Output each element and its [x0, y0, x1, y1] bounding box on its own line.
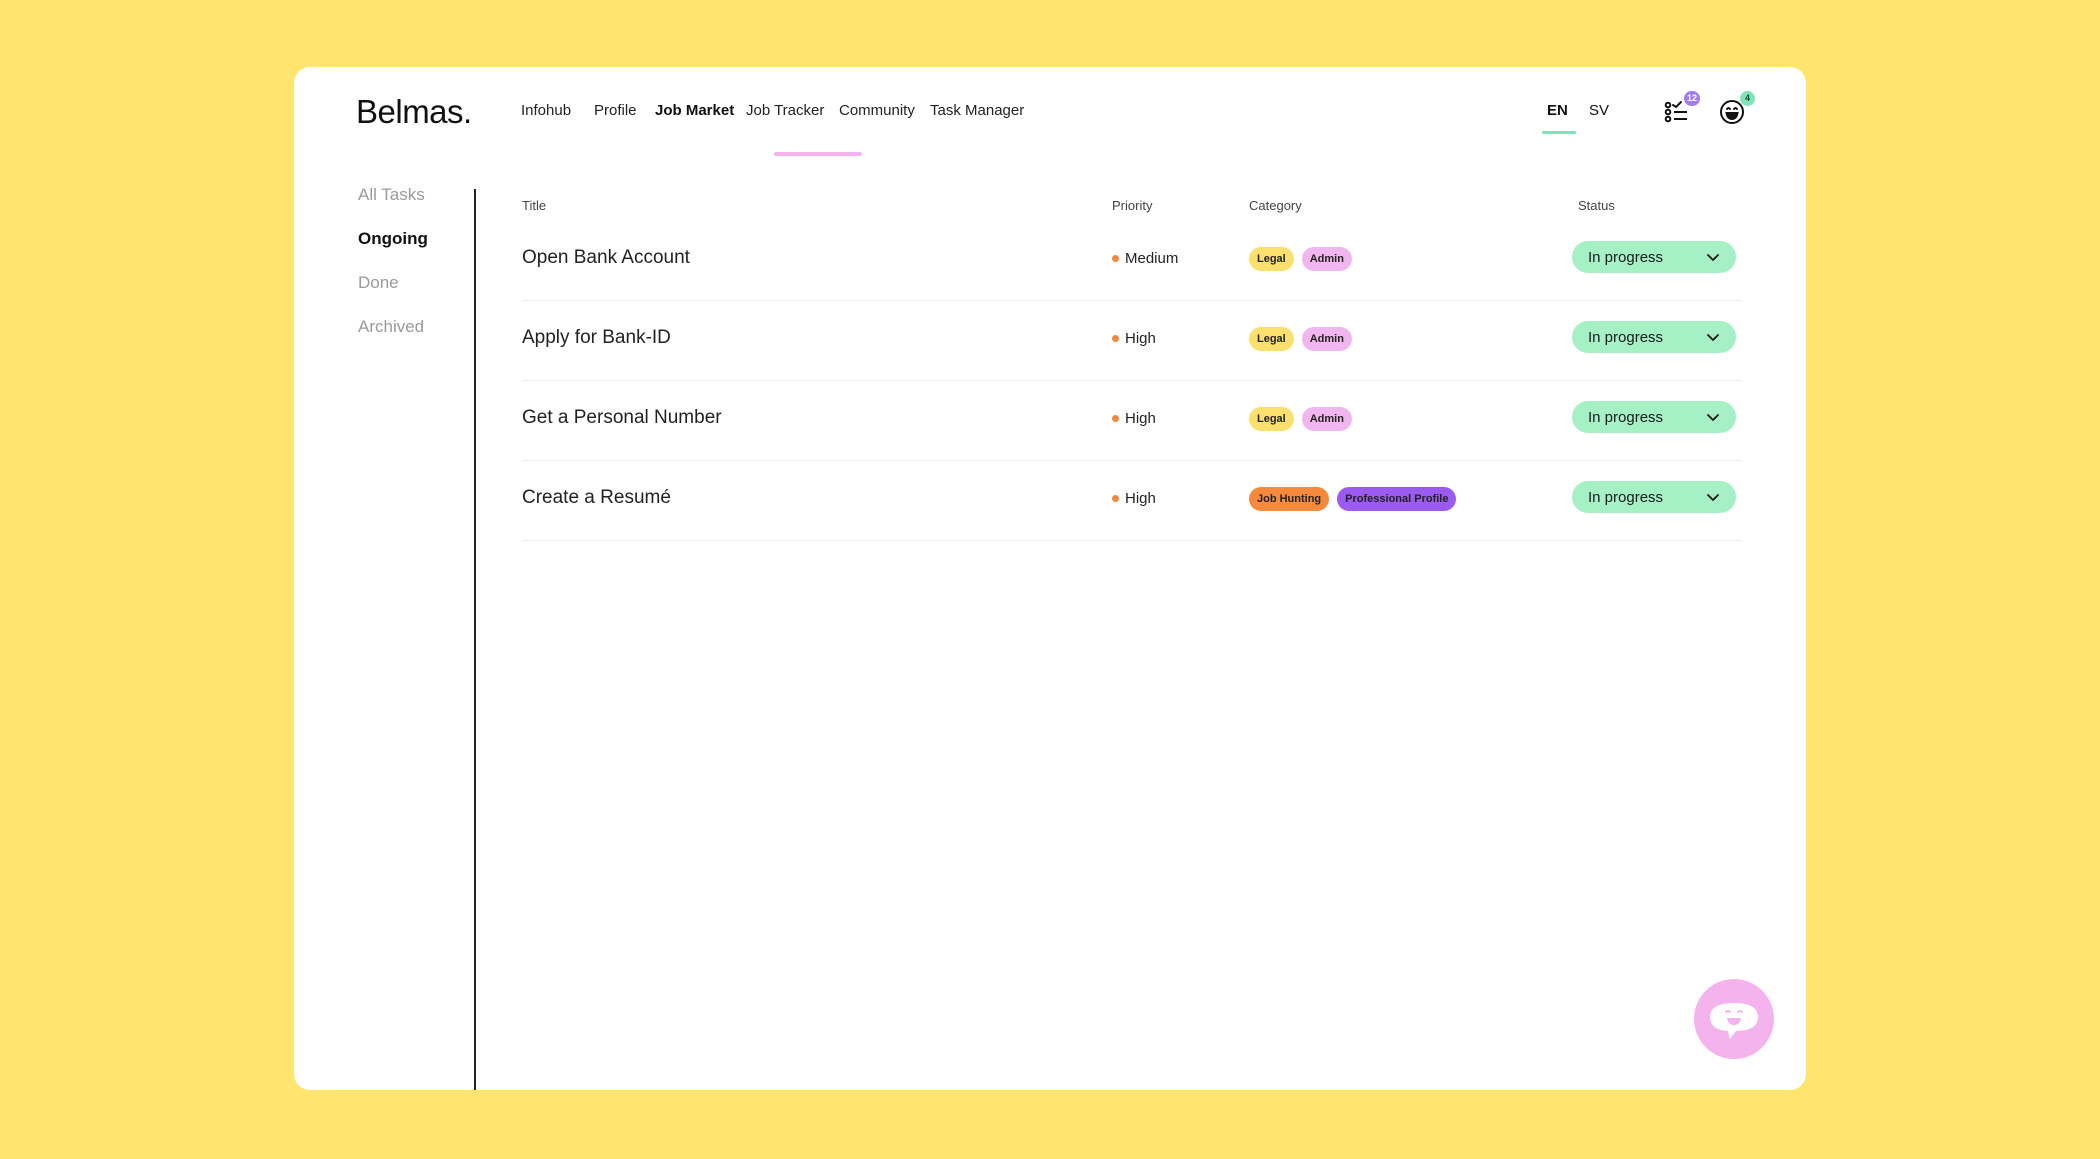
task-priority: High — [1112, 490, 1156, 507]
brand-logo[interactable]: Belmas. — [356, 93, 472, 130]
status-label: In progress — [1588, 408, 1664, 426]
sidebar-item-archived[interactable]: Archived — [358, 317, 425, 336]
category-tag-admin: Admin — [1301, 327, 1352, 351]
column-header-title: Title — [522, 198, 547, 213]
chevron-down-icon — [1707, 334, 1719, 341]
priority-label: High — [1125, 330, 1156, 347]
category-tag-professional-profile: Professional Profile — [1337, 487, 1457, 511]
checklist-icon — [1664, 101, 1687, 123]
table-row[interactable]: Create a Resumé High Job Hunting Profess… — [522, 461, 1742, 541]
nav-active-indicator — [774, 152, 862, 156]
main-card: Belmas. Infohub Profile Job Market Job T… — [294, 67, 1806, 1090]
chevron-down-icon — [1707, 494, 1719, 501]
status-dropdown[interactable]: In progress — [1572, 321, 1736, 353]
category-tag-legal: Legal — [1249, 247, 1294, 271]
nav-item-job-tracker[interactable]: Job Tracker — [746, 102, 825, 119]
category-tag-admin: Admin — [1301, 407, 1352, 431]
category-tag-job-hunting: Job Hunting — [1249, 487, 1330, 511]
task-categories: Legal Admin — [1249, 327, 1352, 351]
tasks-badge: 12 — [1683, 91, 1700, 106]
nav-item-job-market[interactable]: Job Market — [655, 102, 735, 119]
language-en[interactable]: EN — [1547, 102, 1568, 119]
task-categories: Legal Admin — [1249, 247, 1352, 271]
priority-label: Medium — [1125, 250, 1179, 267]
category-tag-admin: Admin — [1301, 247, 1352, 271]
priority-dot — [1112, 495, 1119, 502]
priority-label: High — [1125, 410, 1156, 427]
table-row[interactable]: Get a Personal Number High Legal Admin I… — [522, 381, 1742, 461]
sidebar-item-ongoing[interactable]: Ongoing — [358, 229, 428, 248]
nav-item-community[interactable]: Community — [839, 102, 915, 119]
language-sv[interactable]: SV — [1589, 102, 1610, 119]
task-title[interactable]: Open Bank Account — [522, 247, 690, 268]
table-row[interactable]: Open Bank Account Medium Legal Admin In … — [522, 221, 1742, 301]
sidebar-item-done[interactable]: Done — [358, 273, 399, 292]
status-label: In progress — [1588, 248, 1664, 266]
smiley-icon — [1720, 100, 1744, 124]
column-header-priority: Priority — [1112, 198, 1153, 213]
profile-badge: 4 — [1740, 91, 1755, 106]
sidebar-item-all-tasks[interactable]: All Tasks — [358, 185, 425, 204]
task-categories: Job Hunting Professional Profile — [1249, 487, 1457, 511]
language-active-indicator — [1542, 131, 1576, 134]
category-tag-legal: Legal — [1249, 327, 1294, 351]
status-label: In progress — [1588, 328, 1664, 346]
chat-bubble-icon — [1694, 979, 1774, 1059]
status-dropdown[interactable]: In progress — [1572, 481, 1736, 513]
column-header-category: Category — [1249, 198, 1302, 213]
column-header-status: Status — [1578, 198, 1615, 213]
tasks-button[interactable]: 12 — [1662, 91, 1700, 127]
chevron-down-icon — [1707, 254, 1719, 261]
task-priority: High — [1112, 410, 1156, 427]
profile-button[interactable]: 4 — [1717, 91, 1755, 127]
task-priority: Medium — [1112, 250, 1178, 267]
status-dropdown[interactable]: In progress — [1572, 241, 1736, 273]
status-dropdown[interactable]: In progress — [1572, 401, 1736, 433]
priority-dot — [1112, 335, 1119, 342]
status-label: In progress — [1588, 488, 1664, 506]
task-title[interactable]: Create a Resumé — [522, 487, 671, 508]
chevron-down-icon — [1707, 414, 1719, 421]
priority-dot — [1112, 255, 1119, 262]
category-tag-legal: Legal — [1249, 407, 1294, 431]
sidebar-divider — [474, 189, 476, 1090]
chat-button[interactable] — [1694, 979, 1774, 1059]
nav-item-infohub[interactable]: Infohub — [521, 102, 572, 119]
task-categories: Legal Admin — [1249, 407, 1352, 431]
nav-item-task-manager[interactable]: Task Manager — [930, 102, 1025, 119]
task-title[interactable]: Apply for Bank-ID — [522, 327, 671, 348]
table-row[interactable]: Apply for Bank-ID High Legal Admin In pr… — [522, 301, 1742, 381]
nav-item-profile[interactable]: Profile — [594, 102, 637, 119]
task-title[interactable]: Get a Personal Number — [522, 407, 722, 428]
priority-label: High — [1125, 490, 1156, 507]
task-priority: High — [1112, 330, 1156, 347]
priority-dot — [1112, 415, 1119, 422]
